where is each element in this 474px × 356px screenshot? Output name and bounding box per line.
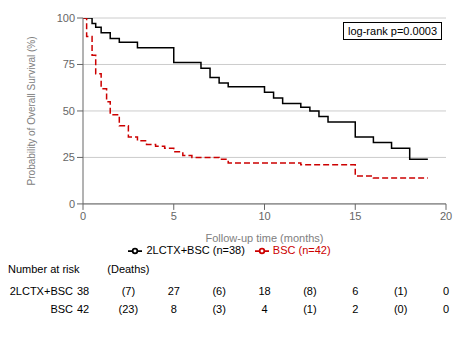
html-text:2LCTX+BSC (n=38): 2LCTX+BSC (n=38) [146, 243, 245, 256]
html-text:(0): (0) [393, 303, 408, 315]
html-text:8: 8 [170, 303, 177, 315]
html-text:2: 2 [352, 303, 359, 315]
svg-text:20: 20 [440, 210, 452, 222]
html-text:BSC (n=42): BSC (n=42) [272, 243, 331, 256]
html-text:(1): (1) [303, 303, 317, 315]
html-text:Number at risk: Number at risk [8, 263, 80, 275]
html-text:0: 0 [442, 303, 450, 315]
svg-text:Follow-up time (months): Follow-up time (months) [206, 232, 324, 244]
html-text:2LCTX+BSC 38: 2LCTX+BSC 38 [9, 285, 90, 297]
html-text:(7): (7) [121, 285, 136, 297]
html-text:(3): (3) [212, 303, 226, 315]
svg-text:100: 100 [57, 12, 75, 24]
html-text:(Deaths): (Deaths) [107, 263, 150, 275]
svg-text:75: 75 [63, 58, 75, 70]
svg-text:5: 5 [171, 210, 177, 222]
svg-text:0: 0 [69, 198, 75, 210]
html-text:(6): (6) [212, 285, 226, 297]
html-text:18: 18 [258, 285, 271, 297]
html-text:6: 6 [352, 285, 359, 297]
svg-text:0: 0 [80, 210, 86, 222]
html-text:(23): (23) [118, 303, 139, 315]
html-text:27: 27 [167, 285, 180, 297]
svg-text:15: 15 [349, 210, 361, 222]
html-text:0: 0 [442, 285, 450, 297]
html-text:(1): (1) [393, 285, 408, 297]
svg-text:Probability of Overall Surviva: Probability of Overall Survival (%) [26, 36, 37, 185]
svg-text:50: 50 [63, 105, 75, 117]
html-text:log-rank p=0.0003: log-rank p=0.0003 [348, 25, 437, 37]
html-text:(8): (8) [303, 285, 317, 297]
html-text:4: 4 [261, 303, 268, 315]
html-text:BSC 42: BSC 42 [50, 303, 90, 315]
svg-text:25: 25 [63, 151, 75, 163]
svg-text:10: 10 [258, 210, 270, 222]
